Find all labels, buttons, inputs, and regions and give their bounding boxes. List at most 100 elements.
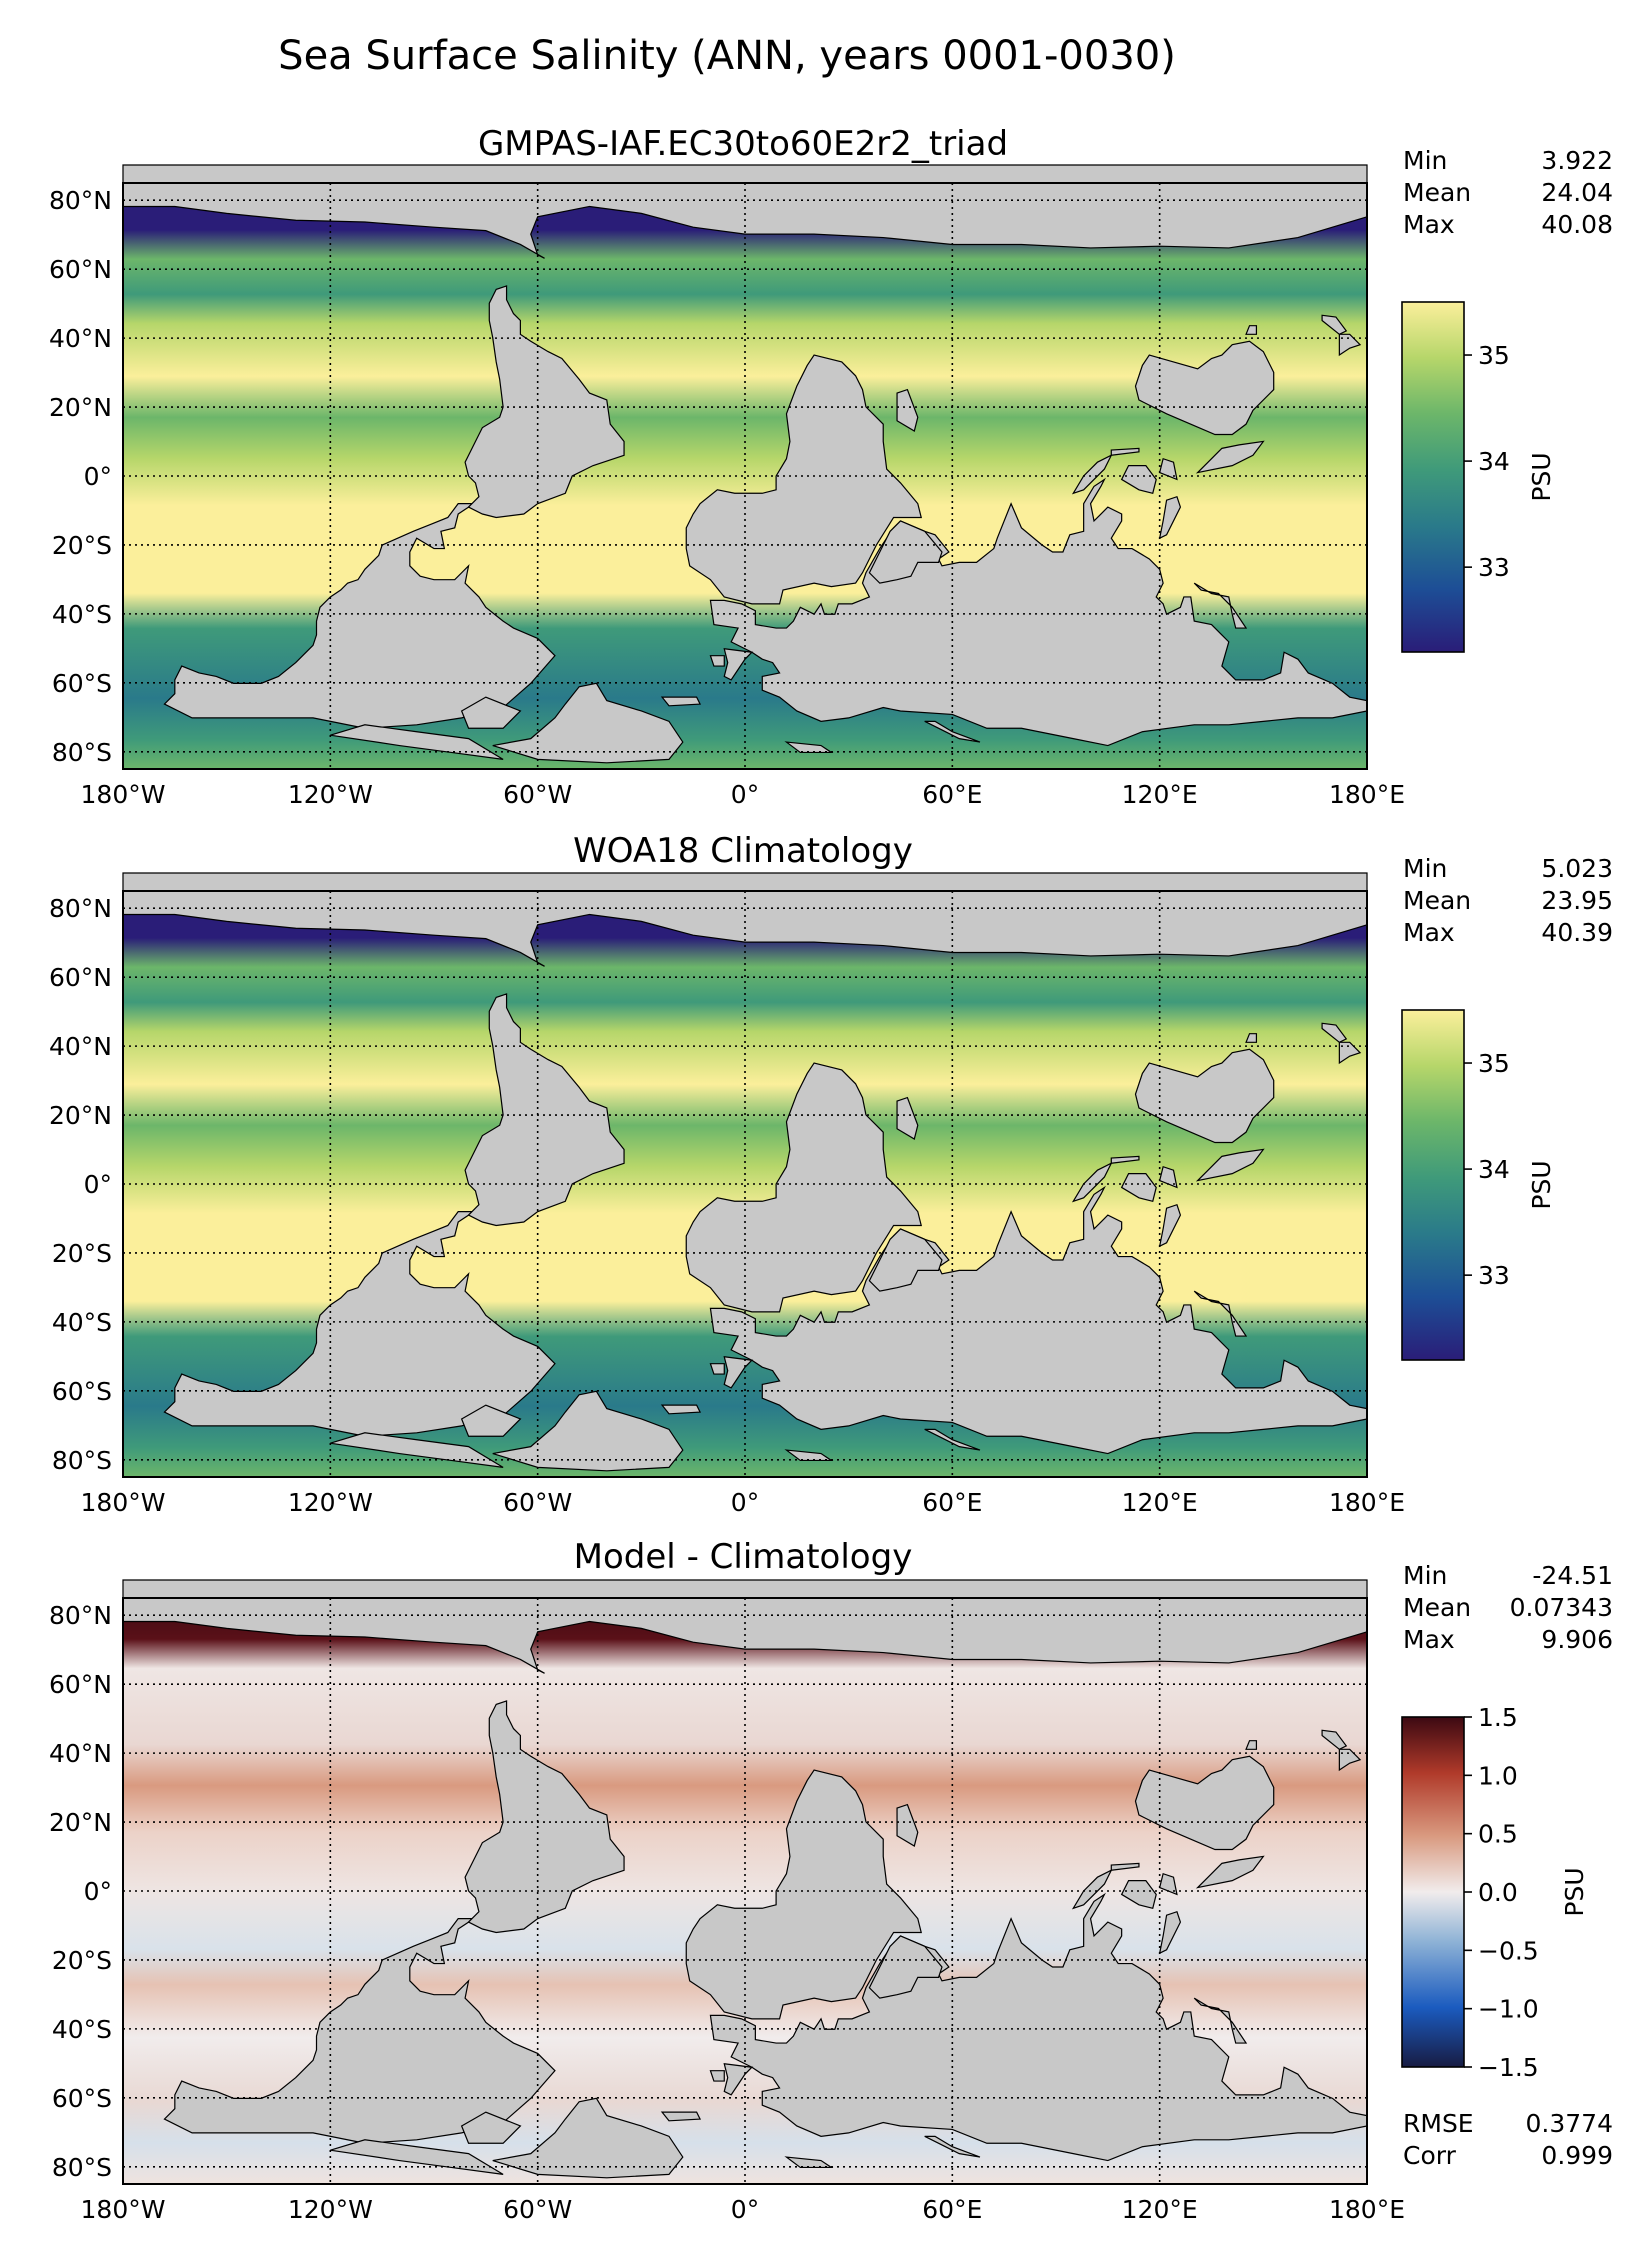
colorbar-tick-label: 33 <box>1478 553 1510 582</box>
lat-tick-label: 0° <box>84 1877 112 1906</box>
panel-title: GMPAS-IAF.EC30to60E2r2_triad <box>478 124 1008 164</box>
panel-model: GMPAS-IAF.EC30to60E2r2_triad 80°N 60°N 40°… <box>49 124 1613 809</box>
lat-tick-label: 60°S <box>52 1377 112 1406</box>
colorbar-label: PSU <box>1560 1867 1589 1916</box>
lat-tick-labels: 80°N 60°N 40°N 20°N 0° 20°S 40°S 60°S 80°S <box>49 186 112 767</box>
error-stats-block: RMSE 0.3774 Corr 0.999 <box>1403 2109 1613 2170</box>
colorbar-tick-label: 35 <box>1478 1049 1510 1078</box>
lon-tick-label: 180°W <box>81 1488 166 1517</box>
map-area <box>121 163 1369 770</box>
map-frame <box>122 890 1368 1478</box>
colorbar-tick-label: 34 <box>1478 1155 1510 1184</box>
colorbar-tick-label: 34 <box>1478 447 1510 476</box>
lat-tick-label: 40°S <box>52 600 112 629</box>
lat-tick-label: 80°N <box>49 894 112 923</box>
lon-tick-label: 60°E <box>922 2195 982 2224</box>
lon-tick-label: 120°E <box>1122 2195 1198 2224</box>
lat-tick-label: 40°N <box>49 1032 112 1061</box>
lon-tick-label: 180°W <box>81 780 166 809</box>
lat-tick-label: 40°S <box>52 2015 112 2044</box>
stat-label: Mean <box>1403 886 1471 915</box>
stat-value: 24.04 <box>1541 178 1613 207</box>
lat-tick-label: 40°S <box>52 1308 112 1337</box>
lon-tick-label: 0° <box>731 2195 759 2224</box>
lat-tick-label: 60°N <box>49 255 112 284</box>
stat-value: 5.023 <box>1541 854 1613 883</box>
colorbar: 33 34 35 PSU <box>1401 301 1556 653</box>
lon-tick-label: 120°W <box>288 2195 373 2224</box>
map-frame <box>122 182 1368 770</box>
colorbar: −1.5 −1.0 −0.5 0.0 0.5 1.0 1.5 PSU <box>1401 1703 1589 2082</box>
lon-tick-label: 0° <box>731 1488 759 1517</box>
stat-label: Mean <box>1403 1593 1471 1622</box>
panel-title: Model - Climatology <box>574 1537 913 1577</box>
lat-tick-label: 80°S <box>52 1446 112 1475</box>
colorbar-tick-label: 35 <box>1478 341 1510 370</box>
lon-tick-label: 0° <box>731 780 759 809</box>
lat-tick-label: 60°S <box>52 2084 112 2113</box>
colorbar-gradient <box>1401 1716 1465 2068</box>
lon-tick-label: 180°W <box>81 2195 166 2224</box>
lat-tick-label: 20°N <box>49 393 112 422</box>
panel-difference: Model - Climatology 80°N 60°N 40°N 20°N 0° 20… <box>49 1537 1613 2224</box>
lat-tick-labels: 80°N 60°N 40°N 20°N 0° 20°S 40°S 60°S 80°S <box>49 1601 112 2182</box>
lon-tick-label: 120°E <box>1122 780 1198 809</box>
stat-label: Min <box>1403 146 1447 175</box>
colorbar-tick-label: 33 <box>1478 1261 1510 1290</box>
stats-block: Min 3.922 Mean 24.04 Max 40.08 <box>1403 146 1613 239</box>
lat-tick-label: 20°N <box>49 1808 112 1837</box>
lat-tick-label: 0° <box>84 1170 112 1199</box>
lat-tick-label: 60°S <box>52 669 112 698</box>
lat-tick-label: 60°N <box>49 963 112 992</box>
lon-tick-label: 60°W <box>503 2195 572 2224</box>
colorbar-tick-label: −1.5 <box>1478 2053 1539 2082</box>
gridlines <box>123 183 1367 769</box>
colorbar-tick-label: 1.5 <box>1478 1703 1518 1732</box>
colorbar-label: PSU <box>1527 1160 1556 1209</box>
lat-tick-label: 80°N <box>49 186 112 215</box>
lat-tick-label: 60°N <box>49 1670 112 1699</box>
colorbar-tick-label: 1.0 <box>1478 1761 1518 1790</box>
stat-value: 40.39 <box>1541 918 1613 947</box>
colorbar-gradient <box>1401 1009 1465 1361</box>
stat-label: Min <box>1403 854 1447 883</box>
lon-tick-label: 60°E <box>922 1488 982 1517</box>
colorbar: 33 34 35 PSU <box>1401 1009 1556 1361</box>
lon-tick-labels: 180°W 120°W 60°W 0° 60°E 120°E 180°E <box>81 2195 1405 2224</box>
lon-tick-label: 60°W <box>503 1488 572 1517</box>
map-frame <box>122 1597 1368 2185</box>
lat-tick-label: 40°N <box>49 1739 112 1768</box>
stat-label: Mean <box>1403 178 1471 207</box>
lon-tick-label: 180°E <box>1329 2195 1405 2224</box>
colorbar-tick-label: 0.5 <box>1478 1820 1518 1849</box>
panel-climatology: WOA18 Climatology 80°N 60°N 40°N 20°N 0° 20°S… <box>49 831 1613 1517</box>
stat-value: 0.07343 <box>1510 1593 1613 1622</box>
stat-value: -24.51 <box>1532 1561 1613 1590</box>
lat-tick-label: 20°N <box>49 1101 112 1130</box>
lon-tick-label: 120°W <box>288 1488 373 1517</box>
lon-tick-label: 180°E <box>1329 1488 1405 1517</box>
lon-tick-label: 120°E <box>1122 1488 1198 1517</box>
stat-label: Max <box>1403 918 1455 947</box>
stat-label: RMSE <box>1403 2109 1474 2138</box>
panel-title: WOA18 Climatology <box>573 831 913 871</box>
map-area <box>121 1578 1369 2185</box>
lat-tick-label: 0° <box>84 462 112 491</box>
stat-value: 0.3774 <box>1526 2109 1613 2138</box>
stat-label: Max <box>1403 210 1455 239</box>
colorbar-tick-label: 0.0 <box>1478 1878 1518 1907</box>
lat-tick-label: 40°N <box>49 324 112 353</box>
stat-label: Max <box>1403 1625 1455 1654</box>
map-area <box>121 871 1369 1478</box>
lat-tick-label: 80°S <box>52 2153 112 2182</box>
lat-tick-label: 20°S <box>52 531 112 560</box>
lat-tick-label: 80°S <box>52 738 112 767</box>
stat-value: 3.922 <box>1541 146 1613 175</box>
lon-tick-label: 60°E <box>922 780 982 809</box>
stat-label: Corr <box>1403 2141 1457 2170</box>
lat-tick-label: 20°S <box>52 1946 112 1975</box>
gridlines <box>123 891 1367 1477</box>
lon-tick-label: 60°W <box>503 780 572 809</box>
gridlines <box>123 1598 1367 2184</box>
